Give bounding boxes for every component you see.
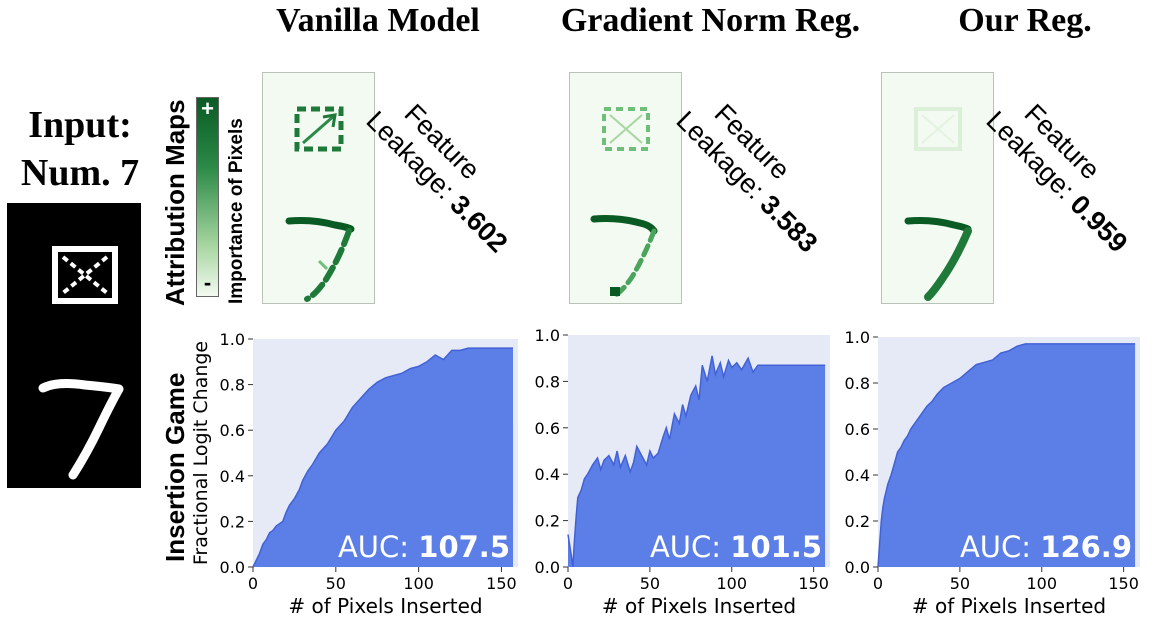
y-tick-label: 0.2 [535,512,560,531]
series-area [253,348,514,567]
attribution-map-gradient-norm [569,72,682,304]
auc-value: 126.9 [1040,530,1132,564]
x-tick-label: 100 [403,574,434,593]
x-tick-label: 150 [486,574,517,593]
auc-value: 107.5 [418,530,510,564]
y-tick-label: 0.0 [535,558,560,577]
input-digit-image [7,203,141,488]
auc-prefix: AUC: [650,530,730,564]
y-tick-label: 0.8 [220,376,245,395]
auc-prefix: AUC: [338,530,418,564]
y-tick-label: 1.0 [845,328,870,347]
auc-annotation: AUC: 126.9 [960,530,1132,564]
panel-title-gradient-norm: Gradient Norm Reg. [560,2,861,39]
input-square-patch [52,246,118,304]
x-axis-label: # of Pixels Inserted [912,594,1106,618]
importance-colorbar: + - [196,97,219,297]
auc-annotation: AUC: 101.5 [650,530,822,564]
y-tick-label: 0.6 [845,420,870,439]
x-tick-label: 0 [248,574,258,593]
y-tick-label: 0.6 [220,421,245,440]
panel-title-our-reg: Our Reg. [958,2,1092,39]
x-tick-label: 150 [1108,574,1139,593]
panel-title-vanilla: Vanilla Model [276,2,480,39]
x-tick-label: 150 [798,574,829,593]
y-tick-label: 0.2 [220,512,245,531]
colorbar-minus: - [203,270,212,295]
y-axis-label: Fractional Logit Change [190,341,212,565]
y-tick-label: 0.2 [845,512,870,531]
auc-prefix: AUC: [960,530,1040,564]
y-tick-label: 0.8 [535,372,560,391]
series-area [568,355,826,567]
x-tick-label: 100 [1026,574,1057,593]
colorbar-label: Importance of Pixels [226,118,247,304]
feature-leakage-gradient-norm: Feature Leakage: 3.583 [670,82,847,259]
y-tick-label: 0.8 [845,374,870,393]
y-tick-label: 0.4 [535,465,560,484]
insertion-chart-gradient-norm: 0.0 0.2 0.4 0.6 0.8 1.0 0 50 100 150# of Pixels I… [535,326,830,618]
colorbar-plus: + [201,96,214,121]
attribution-map-our-reg [881,72,994,304]
attribution-map-vanilla [262,72,375,304]
x-tick-label: 0 [563,574,573,593]
input-title-line2: Num. 7 [20,152,140,194]
insertion-chart-our-reg: 0.0 0.2 0.4 0.6 0.8 1.0 0 50 100 150# of Pixels I… [845,328,1140,618]
insertion-chart-vanilla: 0.0 0.2 0.4 0.6 0.8 1.0 0 50 100 150# of Pixels I… [190,330,518,618]
y-tick-label: 0.4 [220,467,245,486]
feature-leakage-vanilla: Feature Leakage: 3.602 [360,82,537,259]
series-line [567,355,826,568]
feature-leakage-our-reg: Feature Leakage: 0.959 [980,82,1155,259]
x-tick-label: 50 [326,574,346,593]
y-tick-label: 1.0 [535,326,560,345]
x-tick-label: 50 [950,574,970,593]
input-title-line1: Input: [28,104,132,146]
y-tick-label: 0.0 [220,558,245,577]
y-tick-label: 0.6 [535,419,560,438]
auc-value: 101.5 [730,530,822,564]
x-tick-label: 100 [716,574,747,593]
input-digit-seven [38,379,124,480]
x-tick-label: 0 [873,574,883,593]
series-line [252,347,513,568]
x-axis-label: # of Pixels Inserted [288,594,482,618]
y-tick-label: 0.4 [845,466,870,485]
auc-annotation: AUC: 107.5 [338,530,510,564]
series-line [877,343,1136,568]
x-tick-label: 50 [640,574,660,593]
series-area [878,343,1136,567]
y-tick-label: 0.0 [845,558,870,577]
x-axis-label: # of Pixels Inserted [602,594,796,618]
row-label-attribution: Attribution Maps [160,99,190,306]
y-tick-label: 1.0 [220,330,245,349]
